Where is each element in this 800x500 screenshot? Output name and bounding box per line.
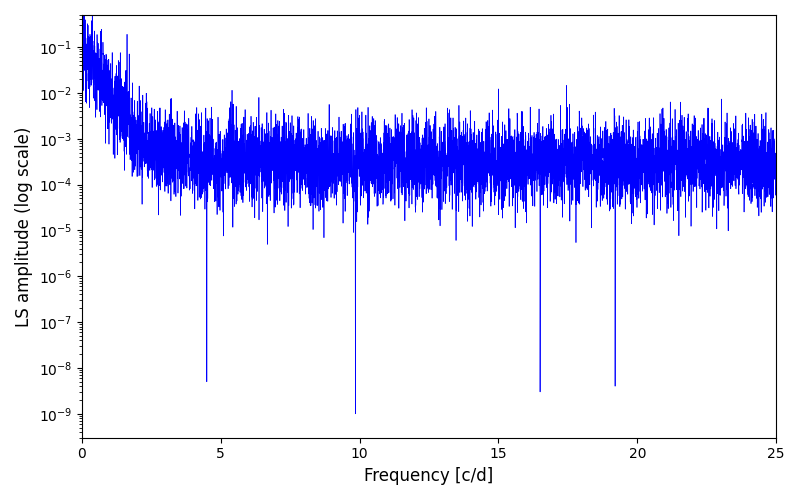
X-axis label: Frequency [c/d]: Frequency [c/d] bbox=[364, 467, 494, 485]
Y-axis label: LS amplitude (log scale): LS amplitude (log scale) bbox=[15, 126, 33, 326]
